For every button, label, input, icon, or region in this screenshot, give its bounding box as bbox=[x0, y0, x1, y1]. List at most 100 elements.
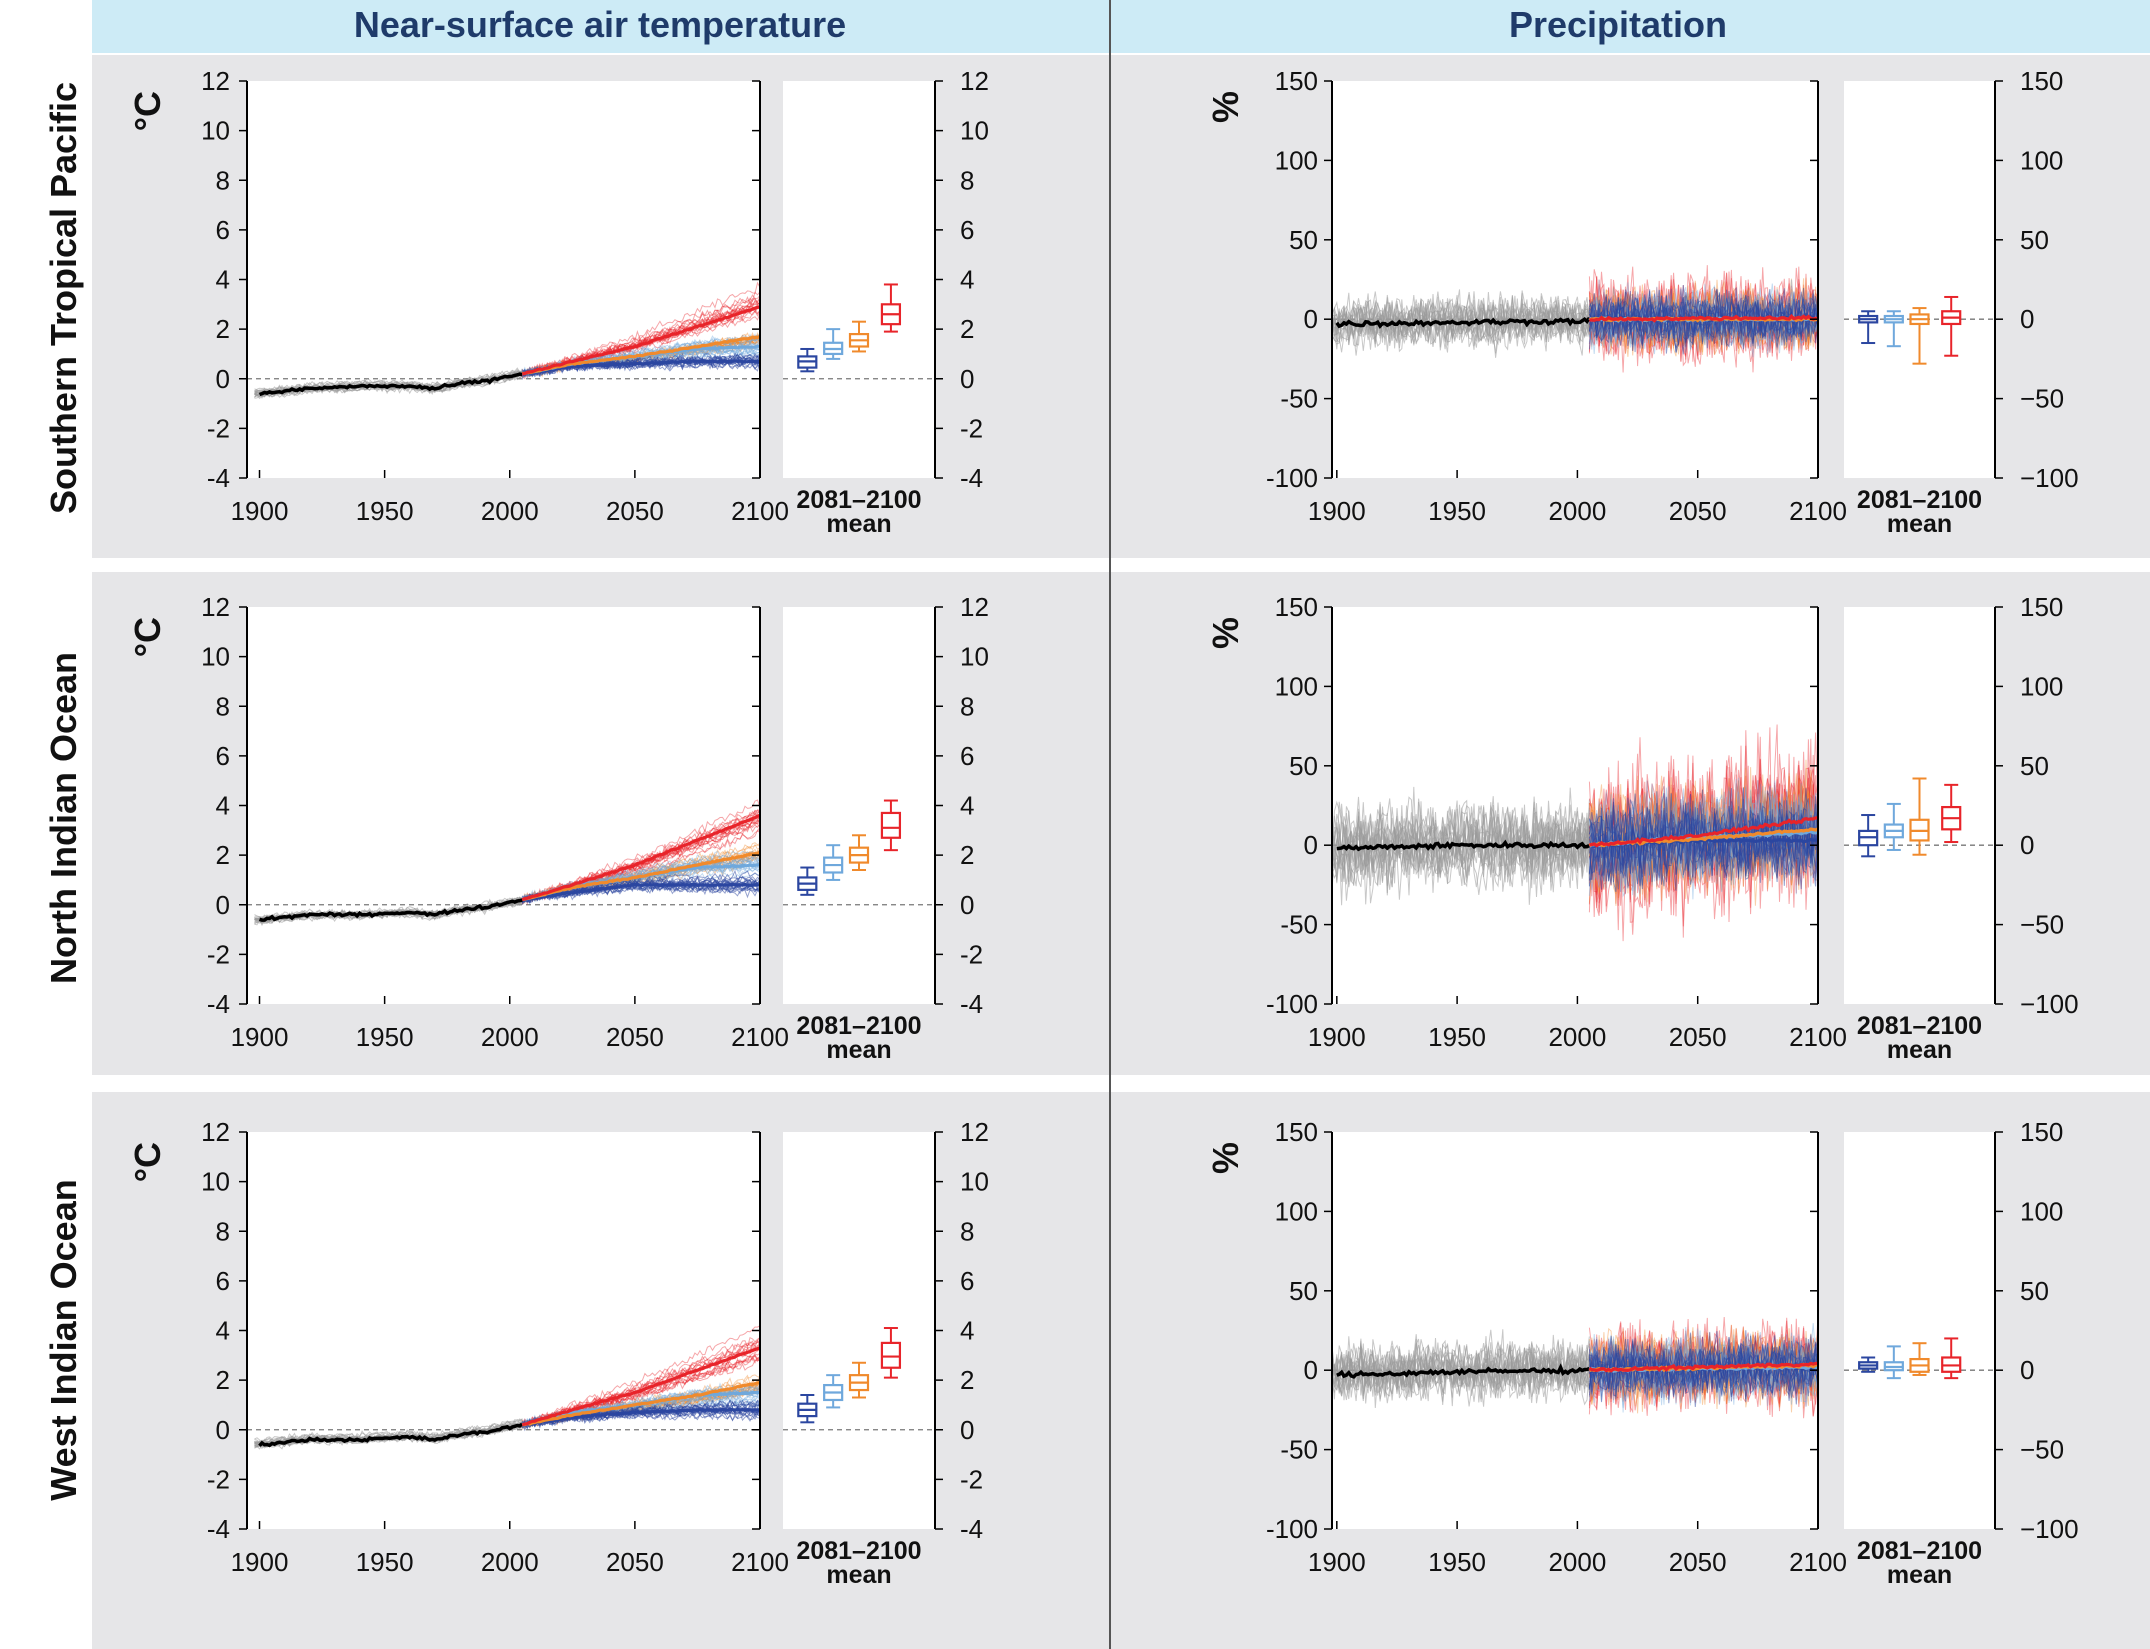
rcp26-boxplot bbox=[797, 347, 818, 373]
y-unit-label: % bbox=[1205, 617, 1246, 649]
y-tick-label-right: 0 bbox=[960, 364, 974, 394]
x-tick-label: 1900 bbox=[1308, 496, 1366, 526]
y-tick-label-right: 100 bbox=[2020, 671, 2063, 701]
y-tick-label-right: 8 bbox=[960, 691, 974, 721]
rcp85-boxplot bbox=[1941, 783, 1962, 844]
box-axis-label-line2: mean bbox=[826, 1561, 891, 1589]
row-label-north-indian-ocean: North Indian Ocean bbox=[43, 652, 84, 984]
x-tick-label: 2050 bbox=[606, 1547, 664, 1577]
historical-member-line bbox=[1331, 1345, 1590, 1407]
y-tick-label-left: 6 bbox=[216, 741, 230, 771]
rcp26-boxplot bbox=[797, 866, 818, 896]
rcp85-boxplot bbox=[880, 799, 902, 852]
y-tick-label-left: -4 bbox=[207, 1514, 230, 1544]
box-axis-label-line2: mean bbox=[1887, 1036, 1952, 1064]
historical-member-line bbox=[1331, 817, 1590, 905]
x-tick-label: 2000 bbox=[481, 496, 539, 526]
x-tick-label: 1900 bbox=[1308, 1547, 1366, 1577]
y-tick-label-left: 10 bbox=[201, 1167, 230, 1197]
x-tick-label: 1900 bbox=[1308, 1022, 1366, 1052]
y-tick-label-left: -100 bbox=[1266, 463, 1318, 493]
multi-model-means bbox=[1335, 313, 1819, 329]
y-unit-label: % bbox=[1205, 1142, 1246, 1174]
box-axis-label-line1: 2081–2100 bbox=[1857, 1012, 1982, 1040]
y-tick-label-right: 12 bbox=[960, 66, 989, 96]
historical-member-line bbox=[1331, 289, 1590, 344]
header-temperature: Near-surface air temperature bbox=[354, 4, 846, 45]
rcp85-member-line bbox=[521, 1336, 761, 1429]
y-tick-label-left: -100 bbox=[1266, 989, 1318, 1019]
rcp26-member-line bbox=[1588, 1338, 1819, 1398]
rcp85-member-line bbox=[521, 304, 761, 378]
x-tick-label: 2000 bbox=[1548, 1022, 1606, 1052]
y-tick-label-left: -2 bbox=[207, 413, 230, 443]
y-tick-label-right: 6 bbox=[960, 215, 974, 245]
historical-mean-line bbox=[1336, 839, 1591, 852]
box-axis-label-line2: mean bbox=[1887, 1561, 1952, 1589]
x-tick-label: 1900 bbox=[231, 496, 289, 526]
historical-mean-line bbox=[258, 898, 523, 922]
multi-model-means bbox=[258, 305, 761, 397]
y-tick-label-right: 100 bbox=[2020, 1196, 2063, 1226]
rcp26-member-line bbox=[1588, 787, 1819, 883]
rcp60-boxplot bbox=[848, 320, 870, 353]
rcp60-member-line bbox=[521, 334, 761, 378]
y-tick-label-left: -2 bbox=[207, 939, 230, 969]
multi-model-means bbox=[1336, 816, 1819, 852]
ensemble-members bbox=[1331, 265, 1819, 373]
box-axis-label-line2: mean bbox=[1887, 510, 1952, 538]
y-tick-label-left: 150 bbox=[1275, 1117, 1318, 1147]
y-tick-label-left: 10 bbox=[201, 642, 230, 672]
y-tick-label-right: −50 bbox=[2020, 384, 2064, 414]
y-tick-label-left: 100 bbox=[1275, 145, 1318, 175]
x-tick-label: 2100 bbox=[1789, 1022, 1847, 1052]
rcp60-mean-line bbox=[522, 1381, 761, 1427]
y-tick-label-left: 0 bbox=[216, 364, 230, 394]
y-tick-label-left: 2 bbox=[216, 1365, 230, 1395]
box-axis-label-line1: 2081–2100 bbox=[796, 1537, 921, 1565]
x-tick-label: 2050 bbox=[1669, 1547, 1727, 1577]
chart-panel-5: -100 −100 -50 −50 0 0 50 50 100 100 150 150 1900 1950… bbox=[1205, 1117, 2079, 1589]
rcp85-member-line bbox=[522, 808, 761, 900]
y-tick-label-left: -50 bbox=[1280, 384, 1318, 414]
y-tick-label-right: −100 bbox=[2020, 989, 2079, 1019]
rcp60-boxplot bbox=[848, 1361, 870, 1399]
y-tick-label-right: 2 bbox=[960, 1365, 974, 1395]
y-tick-label-left: 2 bbox=[216, 840, 230, 870]
boxplot-area bbox=[783, 1132, 935, 1529]
y-tick-label-left: 10 bbox=[201, 116, 230, 146]
rcp85-boxplot bbox=[880, 1327, 902, 1379]
x-tick-label: 2100 bbox=[731, 1547, 789, 1577]
x-tick-label: 2100 bbox=[1789, 1547, 1847, 1577]
rcp26-mean-line bbox=[521, 882, 761, 902]
y-tick-label-left: 12 bbox=[201, 66, 230, 96]
y-tick-label-right: 6 bbox=[960, 1266, 974, 1296]
boxplot-area bbox=[783, 81, 935, 478]
y-tick-label-right: 100 bbox=[2020, 145, 2063, 175]
multi-model-means bbox=[258, 1346, 761, 1448]
y-tick-label-left: 8 bbox=[216, 165, 230, 195]
y-tick-label-right: 0 bbox=[2020, 1355, 2034, 1385]
y-tick-label-left: 50 bbox=[1289, 751, 1318, 781]
header-bar-precipitation bbox=[1110, 0, 2150, 53]
rcp85-mean-line bbox=[1588, 1361, 1819, 1373]
row-label-southern-tropical-pacific: Southern Tropical Pacific bbox=[43, 82, 84, 514]
rcp85-mean-line bbox=[1589, 816, 1819, 848]
y-tick-label-right: 12 bbox=[960, 592, 989, 622]
y-tick-label-left: 6 bbox=[216, 215, 230, 245]
box-axis-label-line1: 2081–2100 bbox=[796, 486, 921, 514]
rcp60-mean-line bbox=[522, 335, 761, 376]
y-tick-label-left: 150 bbox=[1275, 592, 1318, 622]
x-tick-label: 2000 bbox=[1548, 1547, 1606, 1577]
x-tick-label: 1900 bbox=[231, 1022, 289, 1052]
y-tick-label-right: 150 bbox=[2020, 1117, 2063, 1147]
y-tick-label-left: 0 bbox=[216, 890, 230, 920]
x-tick-label: 1950 bbox=[356, 1022, 414, 1052]
rcp45-boxplot bbox=[1883, 802, 1904, 851]
y-tick-label-right: -4 bbox=[960, 1514, 983, 1544]
y-tick-label-right: 150 bbox=[2020, 66, 2063, 96]
historical-member-line bbox=[1331, 805, 1590, 893]
plot-area bbox=[1332, 1132, 1818, 1529]
